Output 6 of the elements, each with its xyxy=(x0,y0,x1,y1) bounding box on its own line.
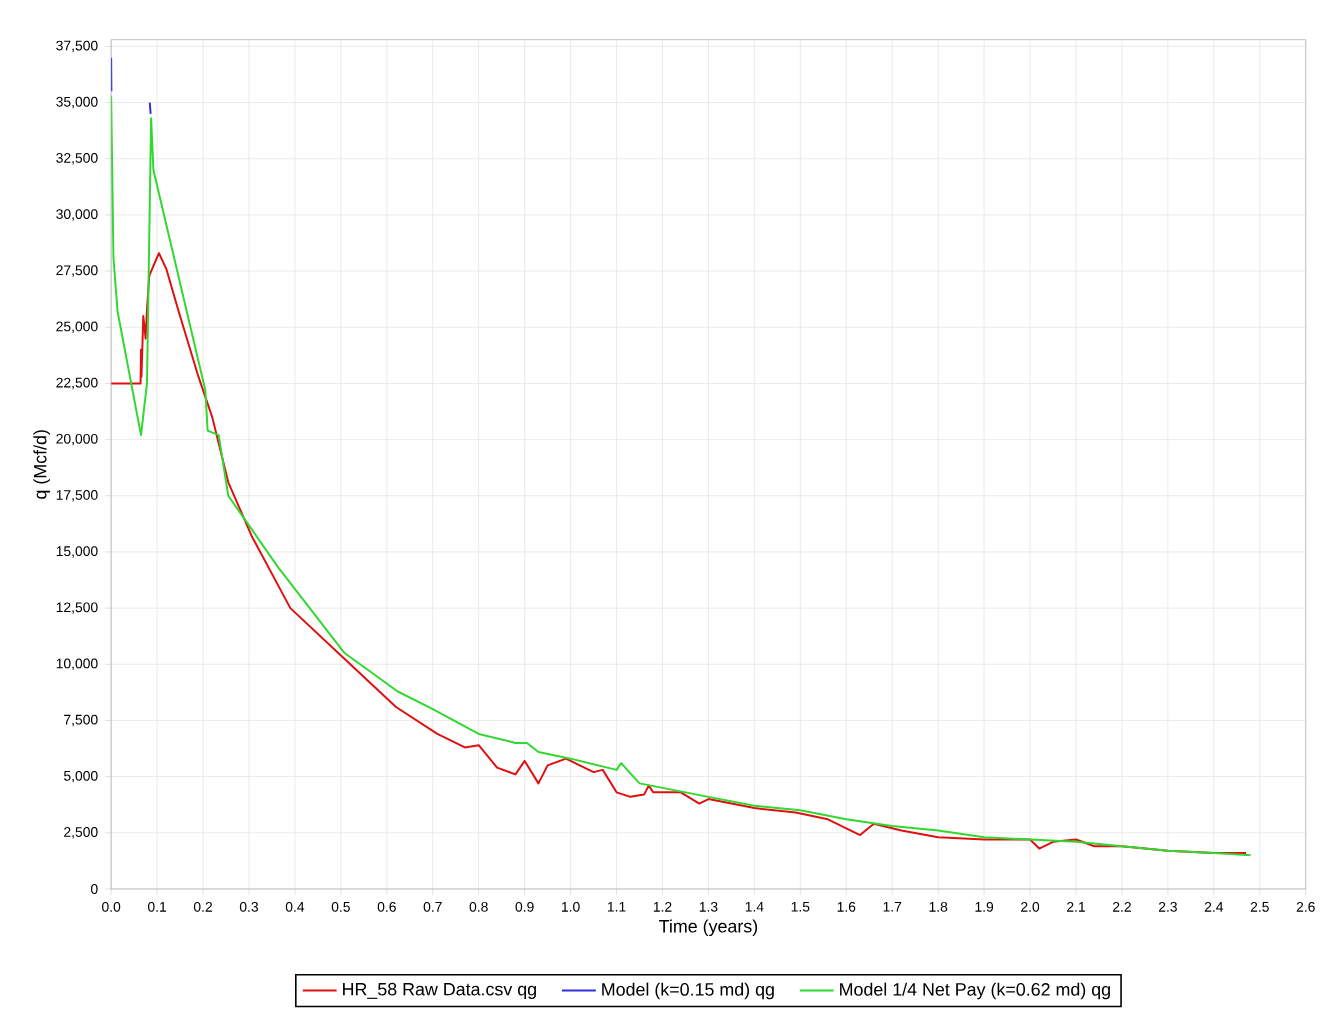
legend-label: HR_58 Raw Data.csv qg xyxy=(343,982,536,1000)
y-axis-title: q (Mcf/d) xyxy=(33,430,50,499)
x-axis-title: Time (years) xyxy=(659,919,758,937)
legend-label: Model (k=0.15 md) qg xyxy=(602,982,774,1000)
legend-label: Model 1/4 Net Pay (k=0.62 md) qg xyxy=(840,982,1110,1000)
line-series xyxy=(111,252,1247,855)
